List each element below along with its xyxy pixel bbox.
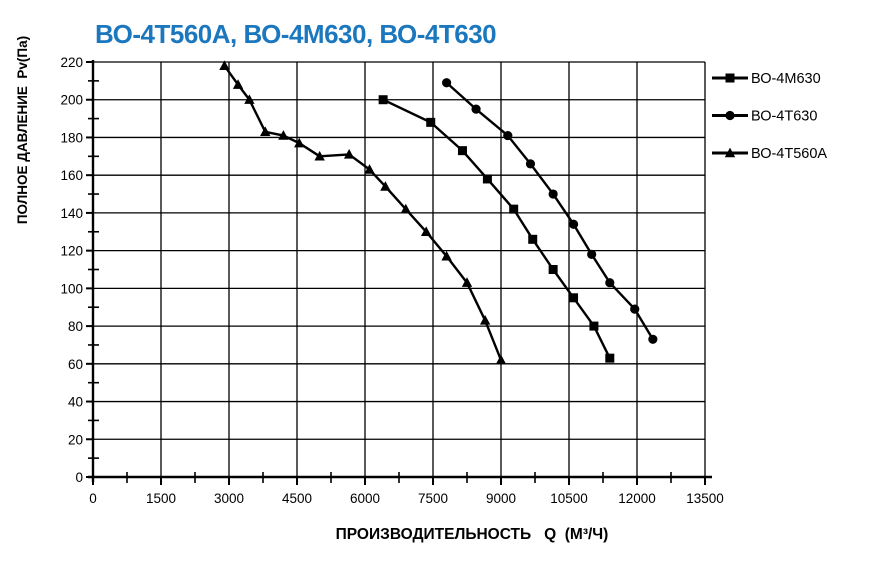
data-point-circle-icon: [648, 334, 658, 344]
x-axis-title: ПРОИЗВОДИТЕЛЬНОСТЬ Q (М³/Ч): [336, 526, 609, 543]
legend-circle-marker-icon: [725, 110, 735, 121]
y-axis-title: ПОЛНОЕ ДАВЛЕНИЕ Pv(Па): [15, 36, 30, 224]
data-point-circle-icon: [587, 249, 597, 260]
data-point-square-icon: [426, 117, 436, 127]
y-tick-labels: 0 20 40 60 80 100 120 140 160 180 200 220: [60, 55, 83, 485]
data-point-circle-icon: [548, 189, 558, 199]
data-point-triangle-icon: [314, 150, 325, 161]
series-1-line: [445, 81, 654, 340]
y-tick-label: 0: [75, 470, 83, 485]
y-tick-label: 20: [68, 432, 83, 447]
legend-item-2: ВО-4Т560А: [712, 146, 827, 162]
data-point-circle-icon: [525, 159, 536, 169]
data-point-circle-icon: [568, 219, 579, 229]
y-tick-label: 80: [68, 319, 83, 334]
data-point-triangle-icon: [441, 250, 452, 261]
data-point-triangle-icon: [232, 79, 244, 89]
data-point-triangle-icon: [479, 315, 491, 325]
x-tick-label: 0: [89, 491, 97, 506]
data-point-triangle-icon: [219, 60, 230, 70]
y-tick-label: 120: [60, 244, 83, 259]
x-tick-label: 6000: [350, 491, 380, 506]
y-tick-label: 60: [68, 357, 83, 372]
y-tick-label: 160: [60, 168, 83, 183]
legend-item-0: ВО-4М630: [712, 71, 821, 87]
series-1-circle: [442, 78, 658, 344]
y-tick-label: 140: [60, 206, 83, 221]
data-point-square-icon: [569, 293, 579, 303]
x-tick-label: 12000: [618, 491, 656, 506]
legend-triangle-marker-icon: [724, 147, 736, 158]
x-tick-label: 1500: [146, 491, 176, 506]
data-point-square-icon: [482, 174, 492, 184]
legend-label: ВО-4М630: [751, 71, 821, 87]
data-point-triangle-icon: [400, 203, 411, 214]
data-point-triangle-icon: [260, 126, 271, 136]
x-tick-label: 13500: [686, 491, 724, 506]
data-point-triangle-icon: [380, 181, 391, 191]
x-tick-label: 9000: [486, 491, 516, 506]
x-tick-label: 7500: [418, 491, 448, 506]
data-point-triangle-icon: [364, 164, 375, 174]
data-point-square-icon: [589, 321, 599, 331]
series-0-line: [382, 98, 611, 359]
data-point-circle-icon: [605, 278, 615, 288]
data-point-circle-icon: [471, 104, 481, 114]
y-tick-label: 100: [60, 281, 83, 296]
data-point-triangle-icon: [278, 130, 289, 140]
y-tick-label: 220: [60, 55, 83, 70]
data-point-triangle-icon: [343, 149, 355, 159]
data-point-triangle-icon: [461, 277, 473, 287]
x-tick-label: 3000: [214, 491, 244, 506]
axis-ticks: [86, 61, 706, 485]
y-tick-label: 180: [60, 130, 83, 145]
data-point-square-icon: [528, 234, 538, 244]
y-tick-label: 40: [68, 395, 83, 410]
data-point-square-icon: [378, 95, 388, 105]
data-point-square-icon: [605, 353, 615, 363]
data-point-triangle-icon: [421, 226, 432, 236]
data-point-triangle-icon: [244, 94, 255, 104]
series-0-square: [378, 95, 615, 363]
data-point-triangle-icon: [495, 354, 507, 365]
legend-square-marker-icon: [725, 73, 735, 83]
legend-label: ВО-4Т630: [751, 109, 817, 125]
x-tick-label: 10500: [550, 491, 588, 506]
data-point-triangle-icon: [294, 137, 305, 148]
data-point-circle-icon: [503, 130, 513, 141]
data-point-square-icon: [509, 204, 519, 214]
y-tick-label: 200: [60, 93, 83, 108]
data-point-square-icon: [548, 265, 558, 274]
plot-grid: [93, 61, 706, 477]
series-2-line: [223, 65, 503, 361]
legend-label: ВО-4Т560А: [751, 146, 827, 162]
x-tick-labels: 0 1500 3000 4500 6000 7500 9000 10500 12000 13500: [89, 491, 724, 506]
series-2-triangle: [219, 60, 507, 365]
x-tick-label: 4500: [282, 491, 312, 506]
legend-item-1: ВО-4Т630: [712, 109, 817, 125]
data-point-circle-icon: [630, 304, 640, 314]
legend: ВО-4М630 ВО-4Т630 ВО-4Т560А: [712, 71, 827, 162]
chart-title: ВО-4Т560А, ВО-4М630, ВО-4Т630: [95, 19, 497, 49]
data-point-circle-icon: [442, 78, 452, 88]
data-point-square-icon: [457, 146, 467, 156]
